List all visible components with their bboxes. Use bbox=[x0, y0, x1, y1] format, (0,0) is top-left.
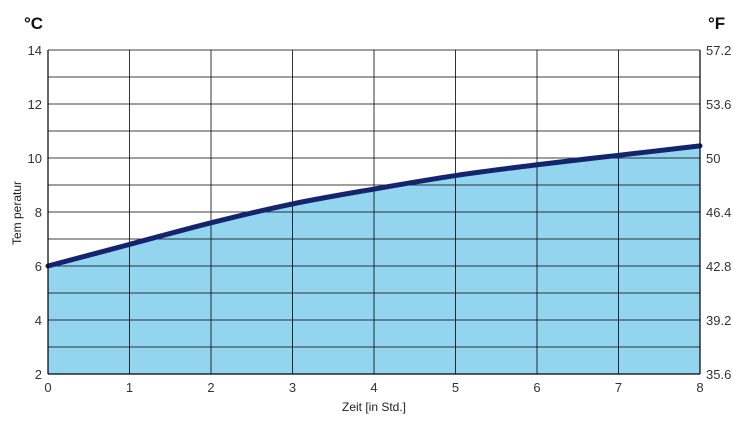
x-tick-label: 0 bbox=[44, 380, 51, 395]
y-tick-label-left: 2 bbox=[35, 367, 42, 382]
y-axis-label: Tem peratur bbox=[10, 181, 24, 245]
y-tick-label-right: 53.6 bbox=[706, 97, 731, 112]
unit-right-label: °F bbox=[708, 14, 725, 33]
y-tick-label-right: 50 bbox=[706, 151, 720, 166]
label-layer: °C °F Zeit [in Std.] Tem peratur bbox=[10, 14, 725, 414]
y-tick-label-right: 39.2 bbox=[706, 313, 731, 328]
x-tick-label: 1 bbox=[126, 380, 133, 395]
axis-layer: 0 1 2 3 4 5 6 7 8246810121435.639.242.846.45053.… bbox=[28, 43, 732, 395]
series-line bbox=[45, 143, 703, 269]
y-tick-label-right: 35.6 bbox=[706, 367, 731, 382]
x-tick-label: 3 bbox=[289, 380, 296, 395]
y-tick-label-left: 12 bbox=[28, 97, 42, 112]
unit-left-label: °C bbox=[24, 14, 43, 33]
y-tick-label-left: 8 bbox=[35, 205, 42, 220]
x-tick-label: 7 bbox=[615, 380, 622, 395]
x-tick-label: 8 bbox=[696, 380, 703, 395]
y-tick-label-right: 46.4 bbox=[706, 205, 731, 220]
y-tick-label-left: 14 bbox=[28, 43, 42, 58]
x-tick-label: 5 bbox=[452, 380, 459, 395]
y-tick-label-right: 42.8 bbox=[706, 259, 731, 274]
x-tick-label: 4 bbox=[370, 380, 377, 395]
x-axis-label: Zeit [in Std.] bbox=[342, 400, 406, 414]
y-tick-label-left: 6 bbox=[35, 259, 42, 274]
x-tick-label: 2 bbox=[207, 380, 214, 395]
y-tick-label-left: 4 bbox=[35, 313, 42, 328]
line-layer bbox=[45, 143, 703, 269]
y-tick-label-right: 57.2 bbox=[706, 43, 731, 58]
y-tick-label-left: 10 bbox=[28, 151, 42, 166]
x-tick-label: 6 bbox=[533, 380, 540, 395]
